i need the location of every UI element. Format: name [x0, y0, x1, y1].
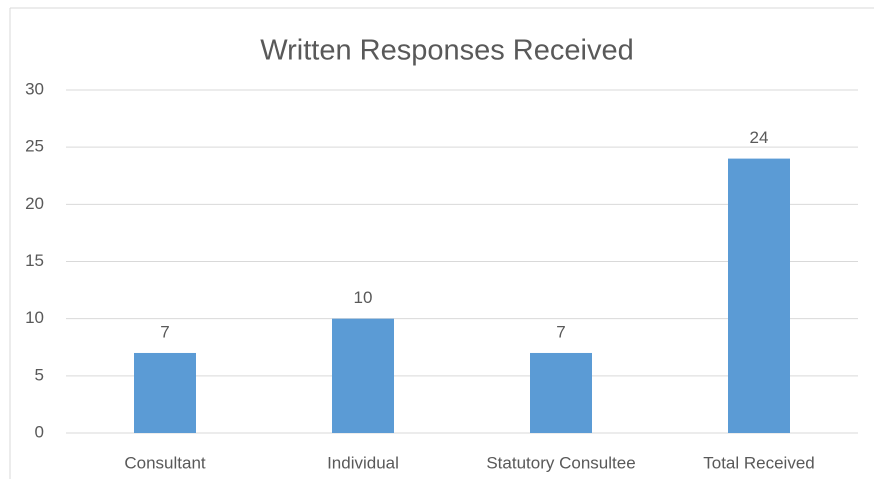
bar	[530, 352, 592, 433]
x-tick-label: Individual	[327, 453, 399, 472]
data-label: 7	[160, 322, 169, 341]
bar	[728, 158, 790, 433]
y-tick-label: 25	[25, 137, 44, 156]
data-label: 7	[556, 322, 565, 341]
bar	[134, 352, 196, 433]
y-tick-label: 20	[25, 194, 44, 213]
x-tick-label: Consultant	[124, 453, 206, 472]
y-tick-label: 10	[25, 308, 44, 327]
y-tick-label: 30	[25, 79, 44, 98]
x-tick-label: Total Received	[703, 453, 815, 472]
data-label: 10	[354, 288, 373, 307]
y-tick-label: 0	[35, 422, 44, 441]
y-tick-label: 15	[25, 251, 44, 270]
y-tick-label: 5	[35, 365, 44, 384]
data-label: 24	[750, 128, 769, 147]
chart-title: Written Responses Received	[260, 35, 633, 67]
bar	[332, 318, 394, 433]
x-tick-label: Statutory Consultee	[486, 453, 635, 472]
